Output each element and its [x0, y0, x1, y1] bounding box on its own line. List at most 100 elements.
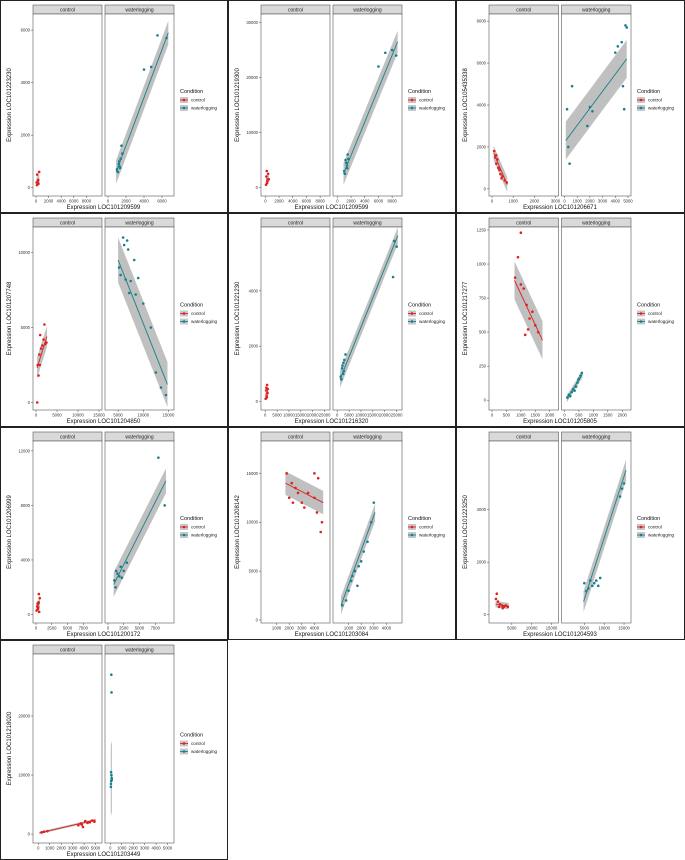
legend-title: Condition [408, 516, 431, 522]
data-point [501, 606, 505, 610]
data-point [390, 48, 394, 52]
data-point [38, 333, 42, 337]
legend-title: Condition [637, 89, 660, 95]
x-tick-label: 1000 [117, 846, 127, 851]
x-tick-label: 6000 [302, 199, 312, 204]
y-tick-label: 0 [484, 186, 487, 191]
facet-strip-label: waterlogging [582, 434, 611, 440]
data-point [37, 374, 40, 377]
x-tick-label: 0 [264, 199, 267, 204]
y-tick-label: 30000 [246, 20, 258, 25]
y-axis-title: Expression LOC101206999 [7, 494, 13, 568]
x-tick-label: 3000 [598, 199, 608, 204]
x-tick-label: 5000 [163, 846, 173, 851]
data-point [265, 396, 269, 399]
data-point [340, 378, 343, 381]
data-point [344, 353, 347, 356]
legend-key-point [182, 312, 186, 315]
legend: Condition control waterlogging [180, 733, 217, 755]
data-point [362, 550, 366, 553]
data-point [618, 495, 622, 498]
x-tick-label: 5000 [52, 413, 62, 418]
x-axis-title: Expression LOC101204593 [523, 632, 597, 638]
data-point [345, 164, 349, 167]
x-tick-label: 1500 [603, 413, 613, 418]
y-tick-label: 8000 [21, 503, 31, 508]
chart-9: Expression LOC101223250 Expression LOC101… [463, 431, 674, 638]
x-tick-label: 0 [563, 199, 566, 204]
data-point [591, 109, 594, 113]
x-tick-label: 5000 [135, 626, 145, 631]
facet-panel-waterlogging: waterlogging 0 1000 2000 3000 4000 5000 [561, 4, 633, 204]
chart-2: Expression LOC101219300 Expression LOC101… [235, 4, 445, 211]
x-tick-label: 10000 [72, 413, 84, 418]
legend-key-point [182, 533, 186, 537]
legend-key-point [410, 525, 414, 529]
data-point [391, 275, 395, 279]
legend-label-waterlogging: waterlogging [648, 319, 674, 324]
data-point [568, 394, 572, 398]
x-tick-label: 15000 [93, 413, 105, 418]
data-point [494, 162, 498, 165]
facet-strip-label: waterlogging [125, 7, 154, 13]
data-point [579, 374, 582, 377]
data-point [570, 84, 574, 88]
data-point [110, 773, 113, 777]
legend-key-point [639, 525, 643, 529]
data-point [592, 581, 596, 585]
data-point [125, 561, 129, 564]
data-point [116, 170, 120, 174]
x-tick-label: 500 [575, 413, 583, 418]
facet-strip-label: waterlogging [353, 434, 382, 440]
x-tick-label: 2000 [545, 413, 555, 418]
x-tick-label: 15000 [618, 626, 630, 631]
chart-cell-6: Expression LOC101217277 Expression LOC101… [456, 213, 685, 427]
x-tick-label: 1000 [509, 199, 519, 204]
data-point [596, 584, 600, 588]
legend-key-point [639, 312, 643, 315]
data-point [366, 540, 369, 544]
x-axis-title: Expression LOC101205805 [523, 419, 597, 425]
x-tick-label: 8000 [387, 199, 397, 204]
data-point [580, 371, 584, 375]
x-tick-label: 1000 [272, 626, 282, 631]
data-point [127, 291, 131, 295]
data-point [620, 487, 624, 490]
data-point [523, 333, 527, 337]
x-tick-label: 0 [109, 846, 112, 851]
data-point [500, 177, 503, 180]
y-tick-label: 1250 [477, 228, 487, 233]
legend-key-point [410, 312, 414, 315]
y-axis-title: Expression LOC101221230 [235, 281, 241, 355]
data-point [342, 369, 346, 373]
y-tick-label: 8000 [477, 19, 487, 24]
x-tick-label: 15000 [367, 413, 379, 418]
x-tick-label: 5000 [113, 413, 123, 418]
data-point [494, 153, 498, 157]
data-point [341, 372, 345, 376]
data-point [36, 606, 40, 610]
chart-1: Expression LOC101223230 Expression LOC101… [7, 4, 217, 211]
y-axis-title: Expression LOC101208142 [235, 494, 241, 568]
x-tick-label: 5000 [91, 846, 101, 851]
data-point [109, 782, 113, 786]
x-tick-label: 4000 [360, 199, 370, 204]
y-tick-label: 2000 [249, 344, 259, 349]
x-tick-label: 10000 [355, 413, 367, 418]
x-tick-label: 3000 [369, 626, 379, 631]
data-point [36, 178, 40, 182]
x-tick-label: 1000 [589, 413, 599, 418]
data-point [497, 166, 500, 170]
panel-frame [561, 226, 632, 411]
y-tick-label: 20000 [18, 714, 30, 719]
data-point [40, 831, 44, 834]
y-tick-label: 4000 [21, 80, 31, 85]
y-axis-title: Expression LOC101207748 [7, 281, 13, 355]
y-axis-title: Expression LOC101218020 [7, 711, 13, 785]
facet-panel-control: control 0 5000 10000 15000 0 5000 10000 [18, 217, 105, 418]
data-point [567, 145, 570, 149]
data-point [38, 363, 42, 367]
data-point [496, 600, 500, 603]
chart-cell-8: Expression LOC101208142 Expression LOC101… [228, 427, 456, 640]
